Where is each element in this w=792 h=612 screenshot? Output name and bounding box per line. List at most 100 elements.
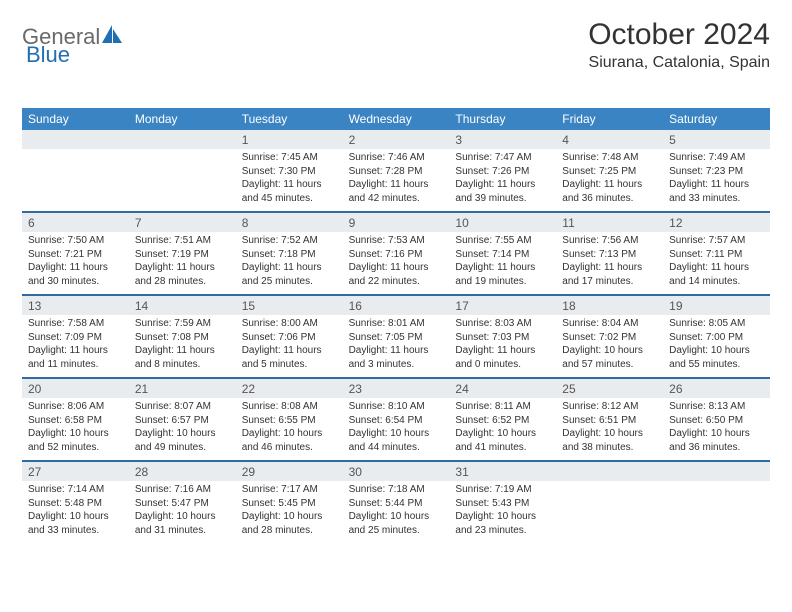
sunrise-text: Sunrise: 7:53 AM [349, 234, 444, 248]
day-cell: Sunrise: 7:59 AMSunset: 7:08 PMDaylight:… [129, 315, 236, 377]
logo-sail-icon [102, 25, 124, 50]
daylight-text: Daylight: 11 hours and 17 minutes. [562, 261, 657, 288]
daybody-row: Sunrise: 7:50 AMSunset: 7:21 PMDaylight:… [22, 232, 770, 294]
sunset-text: Sunset: 5:48 PM [28, 497, 123, 511]
sunrise-text: Sunrise: 8:04 AM [562, 317, 657, 331]
sunrise-text: Sunrise: 7:16 AM [135, 483, 230, 497]
daylight-text: Daylight: 11 hours and 42 minutes. [349, 178, 444, 205]
sunrise-text: Sunrise: 8:10 AM [349, 400, 444, 414]
day-number: 5 [663, 130, 770, 149]
daylight-text: Daylight: 10 hours and 25 minutes. [349, 510, 444, 537]
sunset-text: Sunset: 6:52 PM [455, 414, 550, 428]
daylight-text: Daylight: 10 hours and 23 minutes. [455, 510, 550, 537]
daylight-text: Daylight: 11 hours and 36 minutes. [562, 178, 657, 205]
daylight-text: Daylight: 10 hours and 55 minutes. [669, 344, 764, 371]
day-cell: Sunrise: 7:17 AMSunset: 5:45 PMDaylight:… [236, 481, 343, 543]
sunrise-text: Sunrise: 7:49 AM [669, 151, 764, 165]
sunset-text: Sunset: 7:13 PM [562, 248, 657, 262]
sunset-text: Sunset: 7:06 PM [242, 331, 337, 345]
day-number: 27 [22, 462, 129, 481]
sunset-text: Sunset: 7:18 PM [242, 248, 337, 262]
day-cell: Sunrise: 7:19 AMSunset: 5:43 PMDaylight:… [449, 481, 556, 543]
day-number: 14 [129, 296, 236, 315]
sunrise-text: Sunrise: 7:58 AM [28, 317, 123, 331]
day-number: 26 [663, 379, 770, 398]
day-number: 1 [236, 130, 343, 149]
day-number: 18 [556, 296, 663, 315]
day-number: 20 [22, 379, 129, 398]
sunrise-text: Sunrise: 8:01 AM [349, 317, 444, 331]
logo-text-blue: Blue [26, 42, 70, 67]
day-cell: Sunrise: 7:49 AMSunset: 7:23 PMDaylight:… [663, 149, 770, 211]
day-number: 4 [556, 130, 663, 149]
sunrise-text: Sunrise: 7:48 AM [562, 151, 657, 165]
sunset-text: Sunset: 5:43 PM [455, 497, 550, 511]
sunset-text: Sunset: 5:47 PM [135, 497, 230, 511]
daylight-text: Daylight: 10 hours and 52 minutes. [28, 427, 123, 454]
daylight-text: Daylight: 11 hours and 0 minutes. [455, 344, 550, 371]
day-cell: Sunrise: 7:50 AMSunset: 7:21 PMDaylight:… [22, 232, 129, 294]
sunrise-text: Sunrise: 7:52 AM [242, 234, 337, 248]
daylight-text: Daylight: 10 hours and 41 minutes. [455, 427, 550, 454]
day-cell: Sunrise: 7:46 AMSunset: 7:28 PMDaylight:… [343, 149, 450, 211]
day-cell: Sunrise: 8:05 AMSunset: 7:00 PMDaylight:… [663, 315, 770, 377]
daylight-text: Daylight: 11 hours and 8 minutes. [135, 344, 230, 371]
sunrise-text: Sunrise: 7:46 AM [349, 151, 444, 165]
week-row: 20212223242526Sunrise: 8:06 AMSunset: 6:… [22, 379, 770, 462]
day-number: 19 [663, 296, 770, 315]
day-number: 3 [449, 130, 556, 149]
week-row: 2728293031Sunrise: 7:14 AMSunset: 5:48 P… [22, 462, 770, 543]
sunrise-text: Sunrise: 7:50 AM [28, 234, 123, 248]
day-number: 30 [343, 462, 450, 481]
sunrise-text: Sunrise: 8:03 AM [455, 317, 550, 331]
week-row: 12345Sunrise: 7:45 AMSunset: 7:30 PMDayl… [22, 130, 770, 213]
sunset-text: Sunset: 6:54 PM [349, 414, 444, 428]
sunrise-text: Sunrise: 7:51 AM [135, 234, 230, 248]
sunset-text: Sunset: 7:25 PM [562, 165, 657, 179]
daylight-text: Daylight: 11 hours and 30 minutes. [28, 261, 123, 288]
calendar-grid: SundayMondayTuesdayWednesdayThursdayFrid… [22, 108, 770, 543]
day-cell: Sunrise: 8:13 AMSunset: 6:50 PMDaylight:… [663, 398, 770, 460]
daylight-text: Daylight: 11 hours and 14 minutes. [669, 261, 764, 288]
sunrise-text: Sunrise: 8:08 AM [242, 400, 337, 414]
day-cell [556, 481, 663, 543]
weekday-label: Sunday [22, 108, 129, 130]
day-number: 8 [236, 213, 343, 232]
weekday-label: Monday [129, 108, 236, 130]
weekday-label: Saturday [663, 108, 770, 130]
calendar-page: General October 2024 Siurana, Catalonia,… [0, 0, 792, 561]
day-cell: Sunrise: 7:55 AMSunset: 7:14 PMDaylight:… [449, 232, 556, 294]
day-cell: Sunrise: 7:18 AMSunset: 5:44 PMDaylight:… [343, 481, 450, 543]
day-number [556, 462, 663, 481]
day-number: 24 [449, 379, 556, 398]
sunrise-text: Sunrise: 7:57 AM [669, 234, 764, 248]
day-number: 31 [449, 462, 556, 481]
sunrise-text: Sunrise: 7:19 AM [455, 483, 550, 497]
day-cell: Sunrise: 7:48 AMSunset: 7:25 PMDaylight:… [556, 149, 663, 211]
day-cell: Sunrise: 7:45 AMSunset: 7:30 PMDaylight:… [236, 149, 343, 211]
day-cell [22, 149, 129, 211]
daylight-text: Daylight: 10 hours and 57 minutes. [562, 344, 657, 371]
day-number [663, 462, 770, 481]
daylight-text: Daylight: 11 hours and 5 minutes. [242, 344, 337, 371]
day-number: 25 [556, 379, 663, 398]
sunset-text: Sunset: 7:08 PM [135, 331, 230, 345]
sunrise-text: Sunrise: 8:05 AM [669, 317, 764, 331]
day-cell: Sunrise: 7:47 AMSunset: 7:26 PMDaylight:… [449, 149, 556, 211]
sunrise-text: Sunrise: 8:12 AM [562, 400, 657, 414]
day-cell: Sunrise: 8:04 AMSunset: 7:02 PMDaylight:… [556, 315, 663, 377]
day-number: 7 [129, 213, 236, 232]
sunset-text: Sunset: 7:00 PM [669, 331, 764, 345]
daylight-text: Daylight: 10 hours and 44 minutes. [349, 427, 444, 454]
day-cell [663, 481, 770, 543]
day-number: 29 [236, 462, 343, 481]
day-cell: Sunrise: 8:08 AMSunset: 6:55 PMDaylight:… [236, 398, 343, 460]
sunset-text: Sunset: 7:16 PM [349, 248, 444, 262]
day-number: 28 [129, 462, 236, 481]
sunset-text: Sunset: 7:19 PM [135, 248, 230, 262]
day-cell: Sunrise: 7:51 AMSunset: 7:19 PMDaylight:… [129, 232, 236, 294]
daylight-text: Daylight: 11 hours and 33 minutes. [669, 178, 764, 205]
sunrise-text: Sunrise: 8:13 AM [669, 400, 764, 414]
daylight-text: Daylight: 10 hours and 36 minutes. [669, 427, 764, 454]
day-number: 17 [449, 296, 556, 315]
